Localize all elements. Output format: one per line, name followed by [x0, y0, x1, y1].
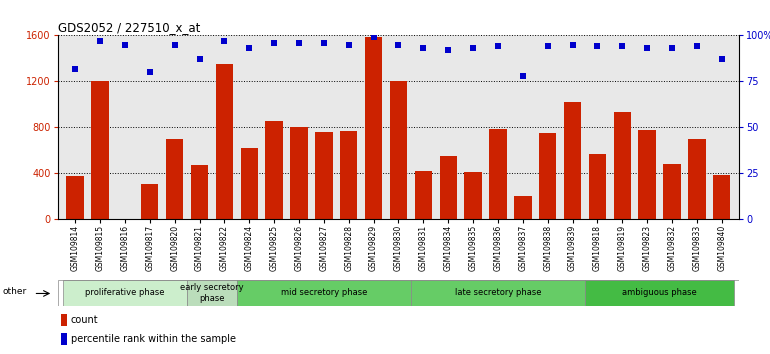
Bar	[266, 120, 283, 219]
Bar	[638, 130, 656, 219]
Bar	[390, 81, 407, 219]
Bar	[614, 113, 631, 219]
Bar	[191, 165, 208, 219]
Point	[318, 40, 330, 46]
Bar	[216, 64, 233, 219]
Bar	[61, 333, 67, 345]
Point	[715, 57, 728, 62]
Point	[541, 44, 554, 49]
Bar	[66, 176, 84, 219]
Bar	[589, 154, 606, 219]
Point	[343, 42, 355, 47]
Point	[417, 45, 430, 51]
Point	[616, 44, 628, 49]
Point	[567, 42, 579, 47]
Text: count: count	[71, 315, 99, 325]
Point	[169, 42, 181, 47]
Bar	[141, 184, 159, 219]
Bar	[187, 280, 237, 306]
Point	[367, 34, 380, 40]
Point	[691, 44, 703, 49]
Point	[119, 42, 131, 47]
Bar	[414, 171, 432, 219]
Point	[591, 44, 604, 49]
Point	[467, 45, 479, 51]
Point	[641, 45, 653, 51]
Bar	[688, 139, 705, 219]
Text: percentile rank within the sample: percentile rank within the sample	[71, 334, 236, 344]
Bar	[62, 280, 187, 306]
Bar	[61, 314, 67, 326]
Text: other: other	[3, 287, 27, 296]
Bar	[514, 196, 531, 219]
Bar	[240, 148, 258, 219]
Bar	[365, 36, 383, 219]
Point	[94, 38, 106, 44]
Bar	[464, 172, 482, 219]
Bar	[411, 280, 585, 306]
Point	[293, 40, 305, 46]
Point	[243, 45, 256, 51]
Bar	[564, 102, 581, 219]
Point	[193, 57, 206, 62]
Point	[69, 66, 82, 72]
Bar	[340, 131, 357, 219]
Point	[666, 45, 678, 51]
Bar	[166, 139, 183, 219]
Bar	[315, 132, 333, 219]
Text: GDS2052 / 227510_x_at: GDS2052 / 227510_x_at	[58, 21, 200, 34]
Point	[442, 47, 454, 53]
Point	[393, 42, 405, 47]
Text: mid secretory phase: mid secretory phase	[281, 289, 367, 297]
Point	[218, 38, 230, 44]
Bar	[713, 175, 731, 219]
Text: early secretory
phase: early secretory phase	[180, 283, 244, 303]
Bar	[237, 280, 411, 306]
Point	[144, 69, 156, 75]
Point	[517, 73, 529, 79]
Bar	[663, 164, 681, 219]
Bar	[92, 81, 109, 219]
Point	[268, 40, 280, 46]
Text: late secretory phase: late secretory phase	[455, 289, 541, 297]
Bar	[489, 129, 507, 219]
Point	[492, 44, 504, 49]
Text: ambiguous phase: ambiguous phase	[622, 289, 697, 297]
Text: proliferative phase: proliferative phase	[85, 289, 165, 297]
Bar	[585, 280, 735, 306]
Bar	[290, 127, 308, 219]
Bar	[539, 133, 557, 219]
Bar	[440, 156, 457, 219]
